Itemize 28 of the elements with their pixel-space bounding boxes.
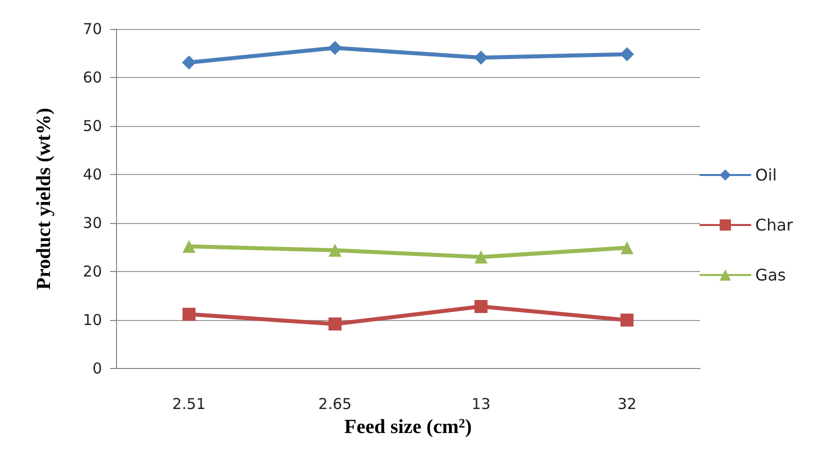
- y-tick-label: 70: [82, 20, 102, 38]
- point: [620, 314, 634, 327]
- point: [474, 250, 488, 264]
- point: [182, 55, 196, 70]
- y-tick-label: 30: [82, 214, 102, 232]
- y-axis-title: Product yields (wt%): [33, 108, 55, 290]
- point: [182, 240, 196, 253]
- y-tick-label: 20: [82, 262, 102, 281]
- point: [328, 317, 342, 330]
- point: [328, 40, 342, 55]
- y-tick-label: 50: [82, 117, 102, 136]
- y-tick-label: 10: [82, 311, 102, 330]
- point: [620, 241, 634, 254]
- x-tick-label: 13: [471, 395, 491, 414]
- y-tick-label: 40: [82, 166, 102, 184]
- point: [620, 47, 634, 62]
- point: [328, 244, 342, 257]
- x-tick-label: 2.51: [172, 395, 206, 414]
- legend-label: Oil: [755, 166, 777, 184]
- point: [182, 308, 196, 321]
- y-tick-label: 0: [92, 360, 102, 378]
- x-tick-label: 32: [617, 395, 637, 414]
- legend-label: Gas: [755, 266, 786, 284]
- y-tick-label: 60: [82, 68, 102, 87]
- point: [474, 300, 488, 313]
- x-tick-label: 2.65: [318, 395, 352, 414]
- point: [474, 50, 488, 65]
- legend-label: Char: [755, 216, 794, 234]
